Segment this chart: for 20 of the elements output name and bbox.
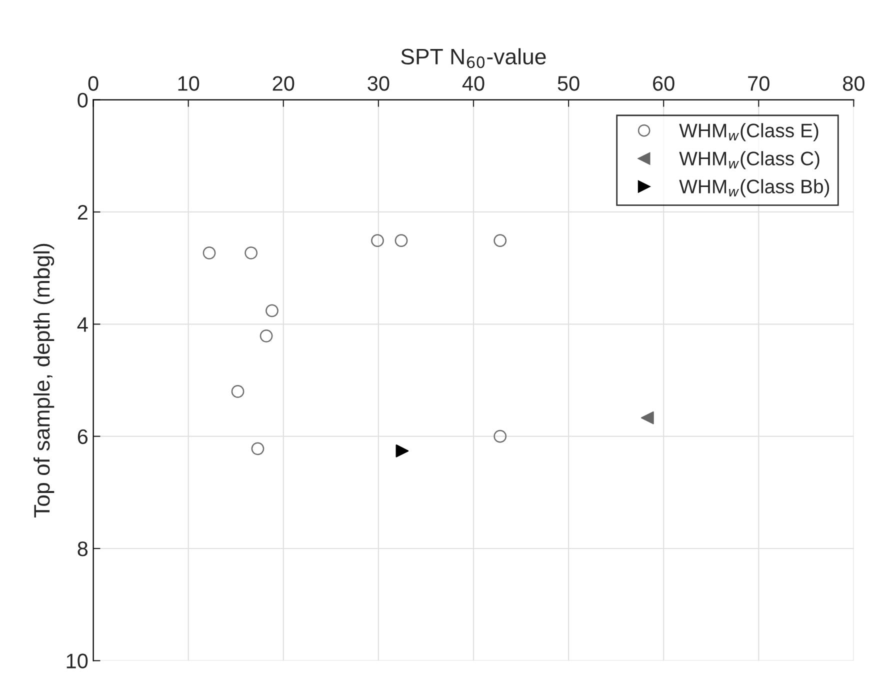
- x-tick-label: 20: [272, 76, 294, 91]
- y-tick-label: 8: [78, 541, 88, 556]
- x-tick-label: 70: [748, 76, 770, 91]
- y-tick-label: 2: [78, 204, 88, 220]
- x-tick-label: 60: [653, 76, 674, 91]
- x-tick-label: 0: [88, 76, 98, 91]
- legend-label: WHM$_{w}$(Class E): [679, 123, 818, 142]
- x-tick-label: 10: [178, 76, 200, 91]
- y-tick-label: 0: [78, 92, 88, 108]
- x-axis-title: SPT N$_{60}$-value: [401, 48, 546, 68]
- x-tick-label: 50: [558, 76, 580, 91]
- x-tick-label: 80: [843, 76, 864, 91]
- y-axis-title: Top of sample, depth (mbgl): [33, 244, 54, 518]
- legend-label: WHM$_{w}$(Class C): [679, 151, 820, 170]
- y-tick-label: 10: [66, 654, 88, 668]
- x-tick-label: 40: [462, 76, 484, 91]
- y-tick-label: 4: [77, 317, 88, 332]
- legend-label: WHM$_{w}$(Class Bb): [679, 179, 830, 198]
- x-tick-label: 30: [368, 76, 390, 91]
- y-tick-label: 6: [78, 429, 88, 444]
